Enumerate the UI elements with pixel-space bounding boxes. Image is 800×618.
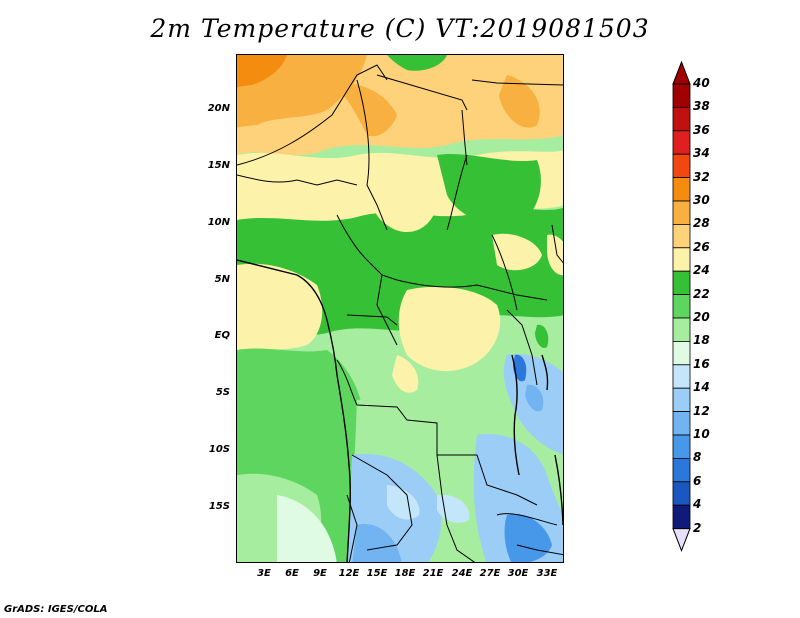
- colorbar-label: 14: [693, 380, 710, 395]
- colorbar-segment: [672, 177, 691, 202]
- colorbar-segment: [672, 434, 691, 459]
- lat-label-15s: 15S: [208, 501, 230, 512]
- colorbar-segment: [672, 153, 691, 178]
- colorbar-segment: [672, 481, 691, 506]
- lon-label-3e: 3E: [257, 568, 271, 579]
- lat-label-10s: 10S: [208, 444, 230, 455]
- colorbar-segment: [672, 457, 691, 483]
- colorbar-label: 24: [693, 263, 710, 278]
- colorbar-segment: [672, 340, 691, 366]
- colorbar-label: 32: [693, 169, 710, 184]
- colorbar-segment: [672, 247, 691, 272]
- colorbar-label: 8: [693, 450, 702, 465]
- colorbar-label: 12: [693, 403, 710, 418]
- lon-label-15e: 15E: [366, 568, 388, 579]
- colorbar-label: 22: [693, 286, 710, 301]
- colorbar-label: 20: [693, 310, 710, 324]
- colorbar-segment: [672, 200, 691, 225]
- colorbar-label: 4: [693, 497, 702, 512]
- colorbar-label: 36: [693, 122, 710, 137]
- colorbar-segment: [672, 270, 691, 295]
- colorbar-segment: [672, 130, 691, 155]
- lon-label-12e: 12E: [338, 568, 360, 579]
- grads-credit: GrADS: IGES/COLA: [4, 604, 108, 615]
- colorbar-segment: [672, 364, 691, 389]
- colorbar-segment: [672, 294, 691, 319]
- colorbar-segment: [672, 411, 691, 436]
- colorbar-segment: [672, 504, 691, 530]
- lat-label-5s: 5S: [215, 387, 230, 398]
- colorbar-segment: [672, 317, 691, 342]
- lon-label-21e: 21E: [422, 568, 444, 579]
- colorbar-label: 28: [693, 216, 710, 231]
- colorbar-label: 18: [693, 333, 710, 348]
- colorbar-label: 16: [693, 356, 710, 371]
- lat-label-10n: 10N: [207, 217, 230, 228]
- lat-label-15n: 15N: [207, 160, 230, 171]
- colorbar-label: 34: [693, 146, 710, 161]
- lat-label-eq: EQ: [214, 330, 230, 341]
- lon-label-9e: 9E: [313, 568, 327, 579]
- colorbar-bottom-arrow: [672, 528, 691, 552]
- lat-label-5n: 5N: [214, 274, 230, 285]
- colorbar-segment: [672, 107, 691, 132]
- lon-label-6e: 6E: [285, 568, 299, 579]
- temperature-map-canvas: [237, 55, 563, 562]
- lon-label-30e: 30E: [507, 568, 529, 579]
- lon-label-24e: 24E: [451, 568, 473, 579]
- lon-label-33e: 33E: [536, 568, 558, 579]
- colorbar-label: 38: [693, 99, 710, 114]
- temperature-map: [236, 54, 564, 563]
- colorbar: [672, 60, 691, 552]
- colorbar-label: 26: [693, 239, 710, 254]
- colorbar-label: 40: [693, 76, 710, 90]
- colorbar-label: 30: [693, 193, 710, 207]
- colorbar-segment: [672, 223, 691, 249]
- lon-label-27e: 27E: [479, 568, 501, 579]
- colorbar-top-arrow: [672, 60, 691, 85]
- lon-label-18e: 18E: [394, 568, 416, 579]
- chart-title: 2m Temperature (C) VT:2019081503: [150, 14, 650, 43]
- colorbar-segment: [672, 387, 691, 413]
- lat-label-20n: 20N: [207, 103, 230, 114]
- colorbar-label: 6: [693, 473, 702, 488]
- colorbar-segment: [672, 83, 691, 108]
- colorbar-label: 2: [693, 520, 702, 535]
- colorbar-label: 10: [693, 427, 710, 441]
